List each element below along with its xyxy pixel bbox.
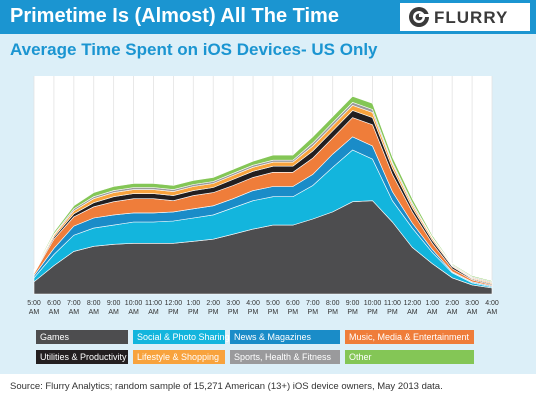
legend-item-games: Games <box>36 330 128 344</box>
x-tick-label-ampm: AM <box>29 309 40 316</box>
x-tick-label-time: 2:00 <box>445 300 459 307</box>
x-tick-label-time: 10:00 <box>125 300 143 307</box>
chart-series-areas <box>33 95 493 295</box>
x-tick-label-time: 10:00 <box>364 300 382 307</box>
flurry-logo: FLURRY <box>400 3 530 31</box>
x-tick-label-ampm: PM <box>308 309 319 316</box>
x-tick-label-time: 3:00 <box>226 300 240 307</box>
x-tick-label-time: 6:00 <box>286 300 300 307</box>
x-tick-label-time: 12:00 <box>165 300 183 307</box>
stacked-area-chart: 5:00 AM 6:00 AM 7:00 AM 8:00 AM 9:00 AM 10:00 AM 11:… <box>27 76 499 316</box>
x-tick-label-time: 11:00 <box>384 300 401 307</box>
series-area-other <box>33 95 493 283</box>
x-tick-label-time: 11:00 <box>145 300 162 307</box>
legend-item-music-media-entertainment: Music, Media & Entertainment <box>345 330 474 344</box>
x-tick-label-time: 5:00 <box>27 300 41 307</box>
x-tick-label-ampm: AM <box>407 309 418 316</box>
x-axis-ticks: 5:00 AM 6:00 AM 7:00 AM 8:00 AM 9:00 AM 10:00 AM 11:… <box>27 300 499 316</box>
x-tick-label-ampm: AM <box>447 309 458 316</box>
x-tick-label-time: 12:00 <box>404 300 422 307</box>
legend-item-utilities-productivity: Utilities & Productivity <box>36 350 128 364</box>
x-tick-label-time: 8:00 <box>87 300 101 307</box>
x-tick-label-ampm: AM <box>69 309 80 316</box>
x-tick-label-time: 4:00 <box>485 300 499 307</box>
footer <box>0 374 536 400</box>
x-tick-label-ampm: PM <box>387 309 398 316</box>
x-tick-label-time: 7:00 <box>306 300 320 307</box>
x-tick-label-time: 3:00 <box>465 300 479 307</box>
legend-item-lifestyle-shopping: Lifestyle & Shopping <box>133 350 225 364</box>
source-note: Source: Flurry Analytics; random sample … <box>10 381 443 392</box>
x-tick-label-ampm: AM <box>49 309 60 316</box>
x-tick-label-time: 9:00 <box>107 300 121 307</box>
x-tick-label-time: 6:00 <box>47 300 61 307</box>
x-tick-label-time: 4:00 <box>246 300 260 307</box>
x-tick-label-ampm: PM <box>228 309 239 316</box>
x-tick-label-ampm: AM <box>108 309 119 316</box>
page-title: Primetime Is (Almost) All The Time <box>10 5 339 27</box>
x-tick-label-time: 1:00 <box>425 300 439 307</box>
x-tick-label-time: 1:00 <box>186 300 200 307</box>
x-tick-label-ampm: PM <box>188 309 199 316</box>
x-tick-label-ampm: PM <box>288 309 299 316</box>
x-tick-label-ampm: PM <box>208 309 219 316</box>
legend-item-social-photo-sharing: Social & Photo Sharing <box>133 330 230 344</box>
x-tick-label-time: 7:00 <box>67 300 81 307</box>
x-tick-label-time: 9:00 <box>346 300 360 307</box>
header-bar: Primetime Is (Almost) All The Time FLURR… <box>0 0 536 34</box>
x-tick-label-ampm: PM <box>268 309 279 316</box>
legend-item-other: Other <box>345 350 474 364</box>
x-tick-label-ampm: PM <box>168 309 179 316</box>
x-tick-label-ampm: AM <box>148 309 159 316</box>
x-tick-label-ampm: PM <box>248 309 259 316</box>
x-tick-label-time: 8:00 <box>326 300 340 307</box>
x-tick-label-ampm: PM <box>367 309 378 316</box>
legend-item-news-magazines: News & Magazines <box>230 330 340 344</box>
flurry-logo-icon <box>409 7 429 27</box>
x-tick-label-ampm: AM <box>88 309 99 316</box>
x-tick-label-ampm: AM <box>128 309 139 316</box>
logo-text: FLURRY <box>434 8 509 27</box>
x-tick-label-ampm: AM <box>487 309 498 316</box>
x-tick-label-time: 2:00 <box>206 300 220 307</box>
x-tick-label-ampm: PM <box>327 309 338 316</box>
x-tick-label-ampm: AM <box>427 309 438 316</box>
x-tick-label-ampm: AM <box>467 309 478 316</box>
chart-title: Average Time Spent on iOS Devices- US On… <box>10 40 378 59</box>
x-tick-label-time: 5:00 <box>266 300 280 307</box>
legend-item-sports-health-fitness: Sports, Health & Fitness <box>230 350 340 364</box>
x-tick-label-ampm: PM <box>347 309 358 316</box>
